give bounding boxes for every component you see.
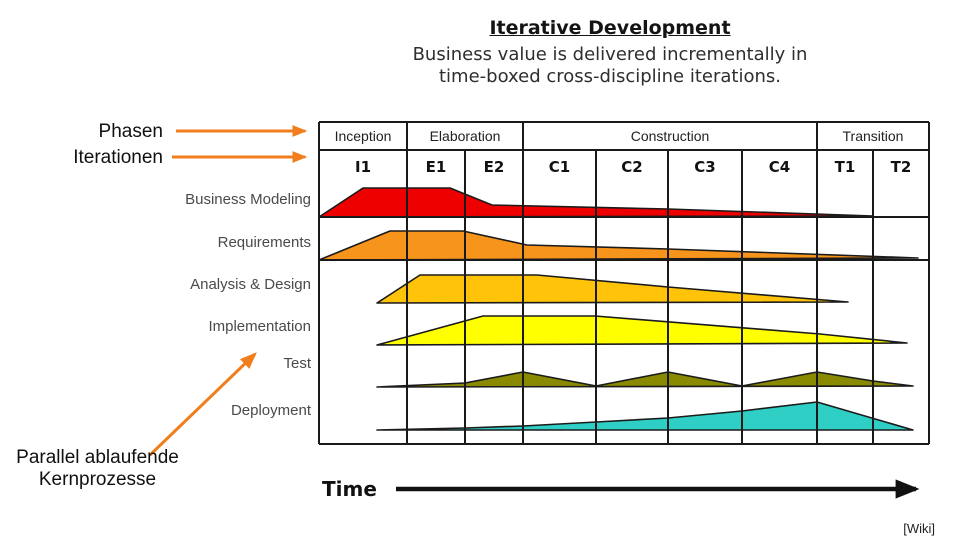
phase-label-transition: Transition xyxy=(842,128,904,144)
time-axis-label: Time xyxy=(322,477,377,501)
discipline-label-business-modeling: Business Modeling xyxy=(185,191,311,208)
discipline-label-deployment: Deployment xyxy=(230,402,311,419)
iteration-label-i1: I1 xyxy=(354,158,372,176)
phase-label-construction: Construction xyxy=(630,128,710,144)
iteration-label-c4: C4 xyxy=(768,158,791,176)
phases-annotation-label: Phasen xyxy=(98,121,163,142)
phase-label-elaboration: Elaboration xyxy=(429,128,501,144)
parallel-annotation-line2: Kernprozesse xyxy=(38,469,157,490)
parallel-processes-arrow xyxy=(148,352,257,457)
iteration-label-c1: C1 xyxy=(548,158,571,176)
diagram-subtitle-line1: Business value is delivered incrementall… xyxy=(412,44,808,65)
effort-hump-requirements xyxy=(318,230,919,261)
parallel-processes-annotation: Parallel ablaufende Kernprozesse xyxy=(0,447,195,491)
iteration-label-c3: C3 xyxy=(694,158,716,176)
iteration-label-e2: E2 xyxy=(483,158,505,176)
discipline-label-analysis-design: Analysis & Design xyxy=(190,276,311,293)
iteration-label-t1: T1 xyxy=(834,158,856,176)
iteration-label-c2: C2 xyxy=(621,158,643,176)
effort-hump-deployment xyxy=(376,401,914,431)
parallel-annotation-line1: Parallel ablaufende xyxy=(16,447,179,468)
iteration-label-t2: T2 xyxy=(890,158,912,176)
source-citation: [Wiki] xyxy=(903,521,935,536)
phase-label-inception: Inception xyxy=(334,128,392,144)
diagram-title: Iterative Development xyxy=(489,17,731,39)
effort-hump-analysis-design xyxy=(376,274,849,304)
diagram-subtitle-line2: time-boxed cross-discipline iterations. xyxy=(438,66,781,87)
iteration-label-e1: E1 xyxy=(425,158,447,176)
effort-hump-implementation xyxy=(376,315,908,346)
discipline-label-implementation: Implementation xyxy=(208,318,311,335)
iterations-annotation-label: Iterationen xyxy=(73,147,163,168)
discipline-label-requirements: Requirements xyxy=(217,234,311,251)
effort-hump-test xyxy=(376,371,914,388)
diagram-header: Iterative Development Business value is … xyxy=(320,17,900,88)
discipline-label-test: Test xyxy=(283,355,311,372)
